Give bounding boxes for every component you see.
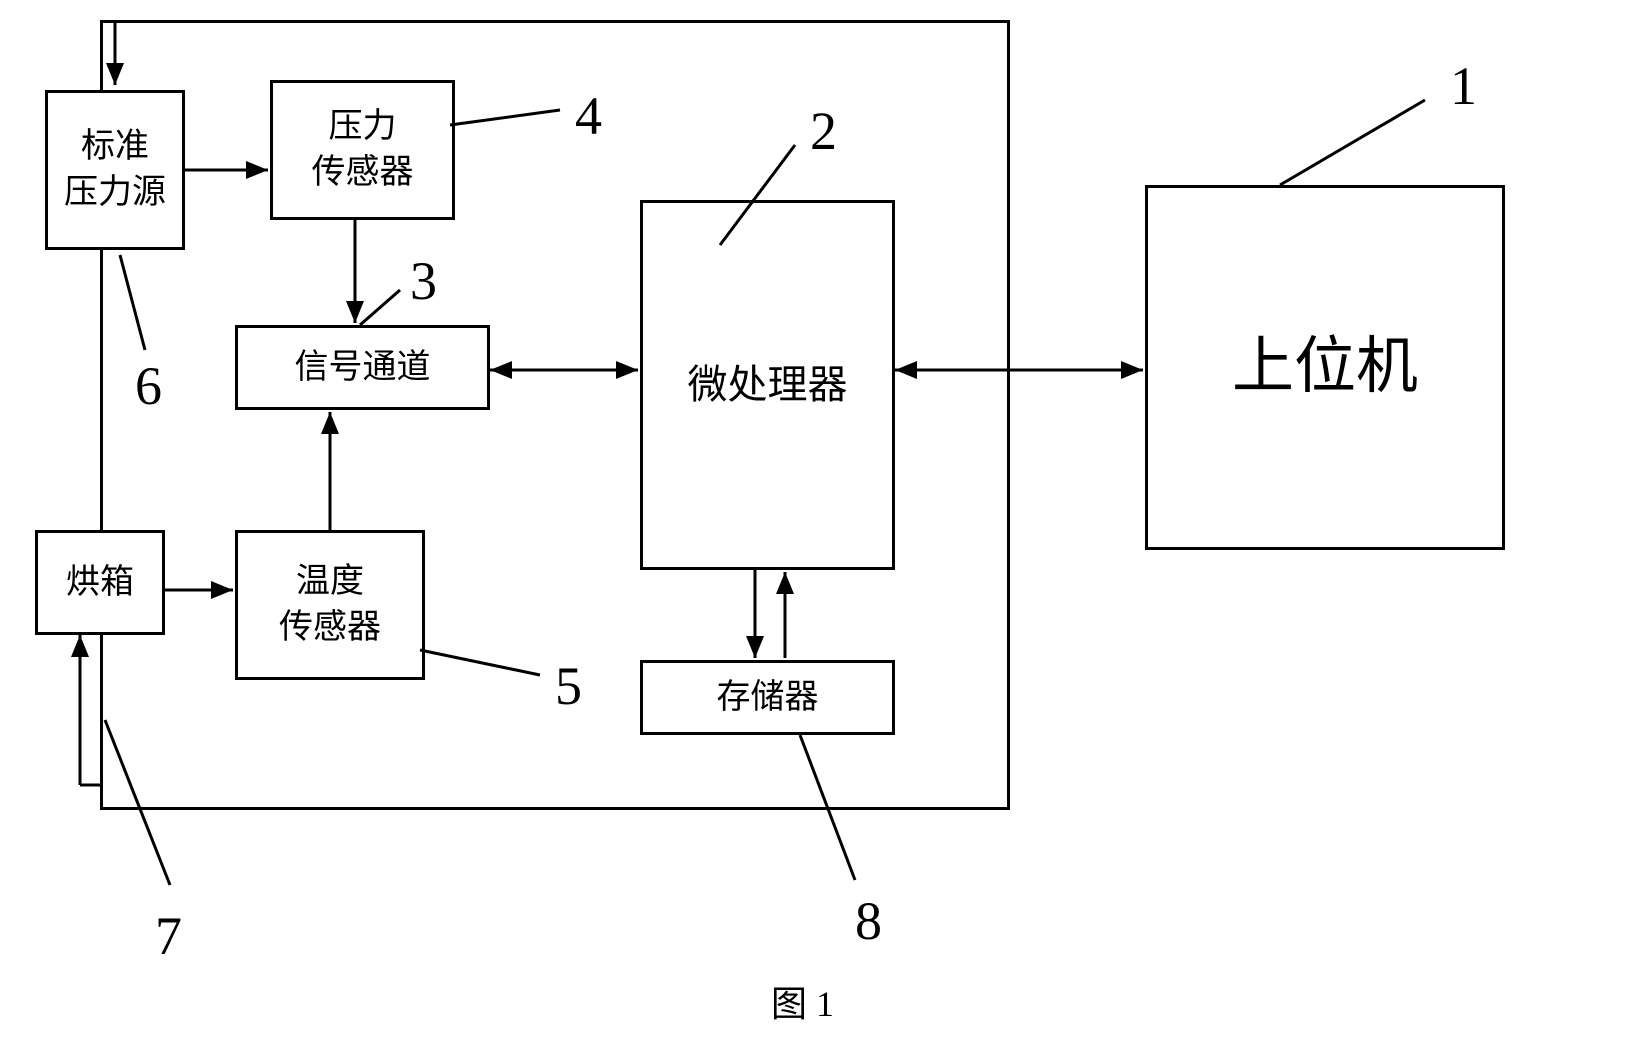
node-pressure-source: 标准 压力源 (45, 90, 185, 250)
node-pressure-sensor: 压力 传感器 (270, 80, 455, 220)
number-label-4: 4 (575, 85, 602, 147)
number-label-6: 6 (135, 355, 162, 417)
node-microprocessor: 微处理器 (640, 200, 895, 570)
node-label: 微处理器 (688, 358, 848, 412)
number-label-2: 2 (810, 100, 837, 162)
figure-caption: 图 1 (771, 975, 834, 1027)
number-label-1: 1 (1450, 55, 1477, 117)
node-label: 信号通道 (295, 345, 431, 391)
number-label-7: 7 (155, 905, 182, 967)
node-label: 温度 传感器 (279, 559, 381, 651)
node-label: 上位机 (1232, 326, 1418, 410)
node-label: 压力 传感器 (312, 104, 414, 196)
node-label: 标准 压力源 (64, 124, 166, 216)
node-oven: 烘箱 (35, 530, 165, 635)
node-signal-channel: 信号通道 (235, 325, 490, 410)
node-host-computer: 上位机 (1145, 185, 1505, 550)
node-memory: 存储器 (640, 660, 895, 735)
node-label: 烘箱 (66, 560, 134, 606)
number-label-5: 5 (555, 655, 582, 717)
node-temperature-sensor: 温度 传感器 (235, 530, 425, 680)
number-label-3: 3 (410, 250, 437, 312)
node-label: 存储器 (717, 675, 819, 721)
number-label-8: 8 (855, 890, 882, 952)
diagram-canvas: 标准 压力源 压力 传感器 信号通道 温度 传感器 烘箱 微处理器 存储器 上位… (0, 0, 1640, 1041)
